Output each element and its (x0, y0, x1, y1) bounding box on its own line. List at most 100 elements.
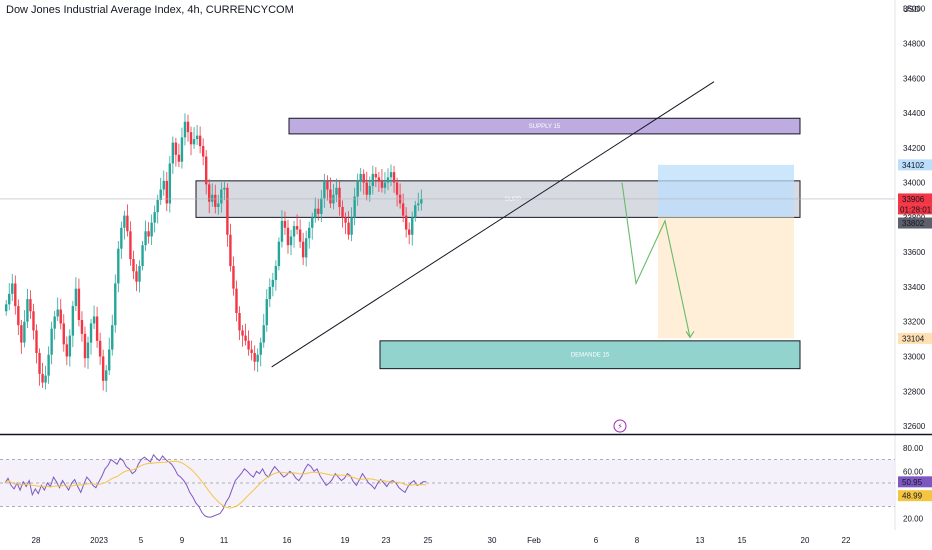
zone-label: SUPP (505, 197, 521, 203)
candle-body (38, 353, 41, 374)
candle-body (262, 325, 265, 343)
x-tick-label: 9 (180, 536, 185, 545)
candle-body (111, 325, 114, 350)
candle-body (77, 288, 81, 320)
candle-body (326, 180, 329, 190)
candle-body (117, 248, 120, 284)
x-tick-label: 30 (488, 536, 497, 545)
candle-body (165, 180, 168, 204)
candle-body (241, 330, 244, 336)
candle-body (35, 330, 38, 354)
candle-body (359, 173, 362, 181)
candle-body (80, 319, 84, 334)
candle-body (211, 194, 214, 202)
x-tick-label: 22 (842, 536, 851, 545)
candle-body (180, 137, 184, 162)
zone-demande-15 (379, 340, 801, 370)
candle-body (362, 173, 365, 183)
candle-body (62, 323, 65, 345)
candle-body (350, 217, 353, 235)
candle-body (265, 299, 268, 326)
candle-body (344, 217, 347, 223)
projection-arrow (685, 331, 695, 339)
candle-body (95, 316, 99, 341)
candle-body (374, 173, 378, 178)
y-tick-label: 33600 (903, 248, 926, 257)
candle-body (341, 206, 344, 218)
candle-body (289, 236, 293, 246)
candle-body (274, 266, 278, 280)
overlays: ⚡ (0, 81, 895, 433)
candle-body (171, 142, 175, 164)
candle-body (5, 304, 8, 312)
candle-body (150, 222, 153, 237)
candle-body (147, 231, 150, 237)
y-tick-label: 32800 (903, 387, 926, 396)
y-tick-label: 35000 (903, 5, 926, 14)
candle-body (420, 198, 423, 204)
candle-body (338, 187, 341, 207)
candle-body (235, 288, 238, 314)
candle-body (329, 189, 332, 204)
candle-body (271, 279, 275, 287)
candle-body (335, 187, 338, 195)
candle-body (56, 309, 59, 317)
candle-body (298, 229, 302, 242)
rsi-value-label: 50.95 (902, 478, 923, 487)
candle-body (47, 354, 50, 376)
zone-supply-15 (288, 117, 801, 135)
lower-target-label-bg (898, 332, 932, 344)
candle-body (53, 316, 56, 329)
candle-body (135, 271, 138, 282)
candle-body (50, 328, 53, 355)
candle-body (311, 217, 314, 228)
y-tick-label: 33200 (903, 318, 926, 327)
candle-body (417, 203, 420, 206)
candles (5, 113, 423, 392)
candle-body (123, 215, 126, 228)
currency-label: USD (903, 5, 920, 14)
rsi-value-bg (898, 476, 932, 488)
candle-body (253, 353, 256, 362)
target-zone-upper (658, 164, 794, 218)
grid (0, 0, 932, 530)
y-tick-label: 34200 (903, 144, 926, 153)
countdown-bg (898, 204, 932, 215)
x-tick-label: 5 (139, 536, 144, 545)
candle-body (83, 333, 87, 359)
candle-body (314, 208, 317, 218)
candle-body (232, 266, 235, 289)
x-tick-label: 23 (382, 536, 391, 545)
candle-body (371, 173, 375, 187)
candle-body (120, 227, 123, 249)
candle-body (214, 194, 217, 207)
candle-body (356, 180, 359, 197)
upper-target-label: 34102 (902, 161, 925, 170)
x-tick-label: 16 (283, 536, 292, 545)
candle-body (92, 316, 96, 324)
candle-body (217, 203, 220, 207)
candle-body (320, 198, 323, 214)
x-tick-label: 6 (594, 536, 599, 545)
rsi-tick-label: 20.00 (903, 514, 924, 523)
candle-body (132, 259, 135, 272)
candle-body (162, 180, 165, 190)
entry-label: 33802 (902, 219, 925, 228)
candle-body (59, 309, 62, 324)
candle-body (89, 323, 93, 343)
trendline (271, 81, 715, 368)
candle-body (268, 286, 272, 300)
candle-body (368, 186, 371, 195)
countdown-label: 01:28:01 (900, 205, 932, 214)
candle-body (101, 356, 105, 381)
candle-body (8, 293, 11, 305)
candle-body (414, 205, 417, 218)
candle-body (411, 217, 414, 235)
candle-body (353, 196, 356, 218)
zone-label: DEMANDE 15 (571, 353, 610, 359)
candle-body (20, 325, 23, 343)
candle-body (250, 349, 253, 354)
x-tick-label: 19 (341, 536, 350, 545)
candle-body (138, 266, 141, 282)
